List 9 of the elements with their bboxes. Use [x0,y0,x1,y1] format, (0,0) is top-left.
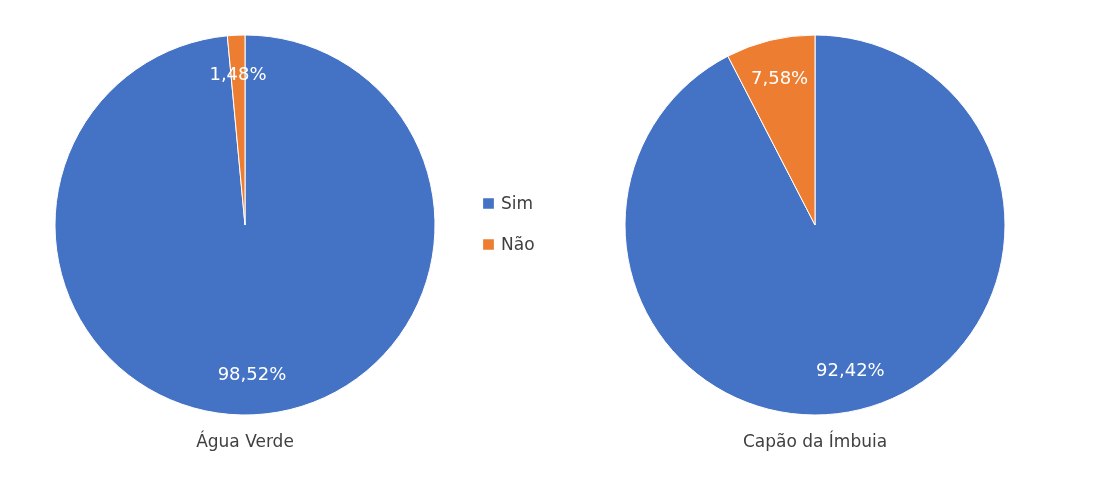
text: Capão da Ímbuia [742,430,888,451]
data-label: 7,58% [751,67,809,89]
legend-label: Sim [501,192,534,213]
data-label: 98,52% [217,362,287,384]
text: Água Verde [196,430,294,451]
pie-slice [624,34,1006,416]
pie-slice [54,34,436,416]
data-label: 92,42% [816,358,885,380]
legend-label: Não [501,233,535,254]
